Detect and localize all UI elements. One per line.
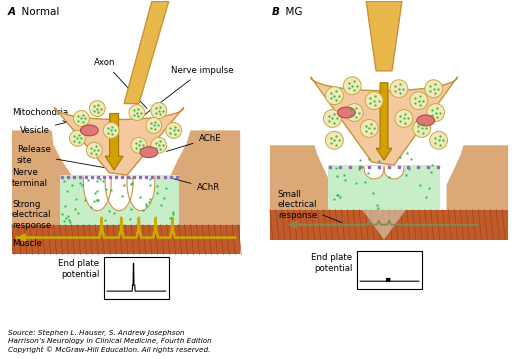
Polygon shape <box>366 1 402 71</box>
Bar <box>357 251 422 289</box>
Bar <box>270 210 508 239</box>
Text: End plate
potential: End plate potential <box>311 253 352 273</box>
Circle shape <box>151 137 167 153</box>
Circle shape <box>390 80 408 98</box>
Ellipse shape <box>140 147 158 158</box>
Text: End plate
potential: End plate potential <box>58 259 99 279</box>
Polygon shape <box>105 113 123 170</box>
Text: MG: MG <box>279 7 302 17</box>
Circle shape <box>425 80 443 98</box>
Text: Release
site: Release site <box>17 145 105 168</box>
Polygon shape <box>124 1 168 104</box>
Polygon shape <box>447 145 508 230</box>
Text: Source: Stephen L. Hauser, S. Andrew Josephson
Harrison’s Neurology in Clinical : Source: Stephen L. Hauser, S. Andrew Jos… <box>8 330 212 353</box>
Circle shape <box>166 122 181 138</box>
Text: AChR: AChR <box>173 179 220 192</box>
Text: B: B <box>272 7 280 17</box>
Polygon shape <box>270 145 331 230</box>
Circle shape <box>427 104 445 121</box>
Ellipse shape <box>81 125 98 136</box>
Ellipse shape <box>337 107 355 118</box>
Polygon shape <box>384 167 404 179</box>
Polygon shape <box>364 167 384 179</box>
Text: Nerve
terminal: Nerve terminal <box>12 168 48 188</box>
Text: Nerve impulse: Nerve impulse <box>126 66 233 129</box>
Polygon shape <box>310 77 458 165</box>
Bar <box>104 257 168 299</box>
Circle shape <box>326 131 343 149</box>
Circle shape <box>146 117 162 133</box>
Text: Small
electrical
response: Small electrical response <box>278 190 342 223</box>
Circle shape <box>345 104 363 121</box>
Circle shape <box>343 77 361 95</box>
Bar <box>12 225 240 255</box>
Circle shape <box>365 92 383 109</box>
Text: Axon: Axon <box>94 59 147 108</box>
Text: Normal: Normal <box>15 7 59 17</box>
Text: A: A <box>8 7 16 17</box>
Polygon shape <box>55 108 184 175</box>
Text: Vesicle: Vesicle <box>20 119 79 135</box>
Circle shape <box>430 131 448 149</box>
Polygon shape <box>171 130 240 230</box>
Circle shape <box>410 92 427 109</box>
Circle shape <box>73 111 89 126</box>
Circle shape <box>89 101 105 116</box>
Polygon shape <box>83 177 111 211</box>
Circle shape <box>131 137 147 153</box>
Text: AChE: AChE <box>166 134 221 151</box>
Circle shape <box>413 120 431 137</box>
Bar <box>60 175 179 225</box>
Circle shape <box>323 109 341 127</box>
Ellipse shape <box>417 115 435 126</box>
Circle shape <box>86 142 102 158</box>
Polygon shape <box>362 210 406 239</box>
Circle shape <box>395 109 413 127</box>
Circle shape <box>151 103 167 118</box>
Circle shape <box>70 130 85 146</box>
Text: Muscle: Muscle <box>12 239 42 248</box>
Circle shape <box>103 122 119 138</box>
Bar <box>329 165 439 210</box>
Circle shape <box>129 104 145 121</box>
Polygon shape <box>127 177 155 211</box>
Text: Mitochondria: Mitochondria <box>12 108 87 130</box>
Text: Strong
electrical
response: Strong electrical response <box>12 200 51 230</box>
Circle shape <box>360 120 378 137</box>
Polygon shape <box>12 130 71 230</box>
Polygon shape <box>376 83 392 160</box>
Circle shape <box>326 87 343 104</box>
Polygon shape <box>105 177 133 211</box>
